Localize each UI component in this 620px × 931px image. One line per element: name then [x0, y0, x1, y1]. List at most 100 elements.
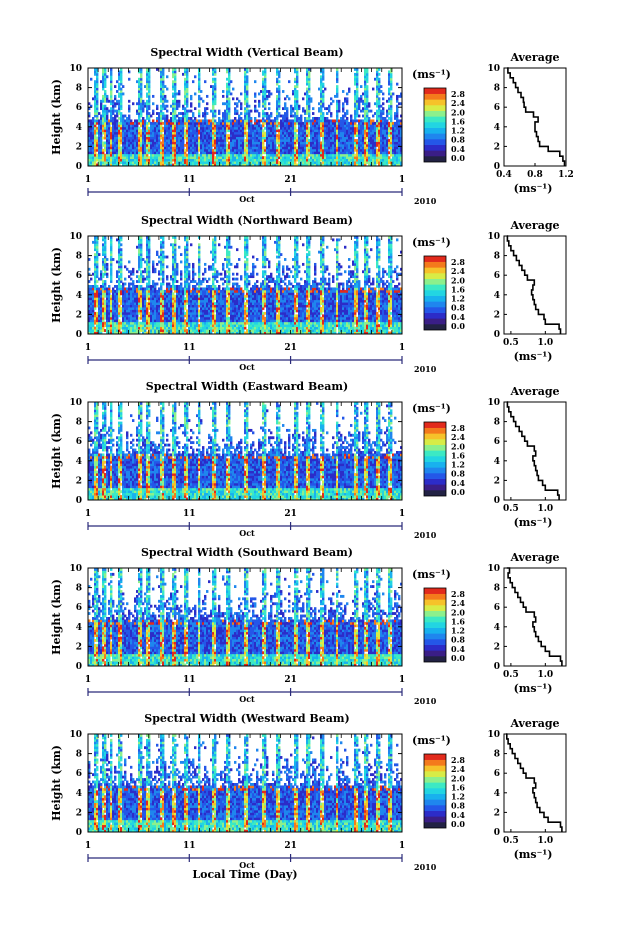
heatmap-cell: [400, 161, 403, 164]
heatmap-cell: [320, 148, 323, 152]
heatmap-cell: [142, 102, 145, 106]
heatmap-cell: [90, 292, 93, 296]
heatmap-cell: [376, 82, 379, 86]
heatmap-cell: [104, 240, 107, 244]
heatmap-cell: [258, 104, 261, 108]
heatmap-cell: [246, 158, 249, 162]
heatmap-cell: [96, 262, 99, 266]
heatmap-cell: [342, 126, 345, 130]
heatmap-cell: [232, 131, 235, 135]
heatmap-cell: [136, 314, 139, 318]
heatmap-cell: [348, 143, 351, 147]
heatmap-cell: [122, 302, 125, 305]
heatmap-cell: [348, 129, 351, 133]
heatmap-cell: [132, 287, 135, 291]
heatmap-cell: [102, 82, 105, 86]
heatmap-cell: [394, 121, 397, 125]
heatmap-cell: [112, 319, 115, 323]
heatmap-cell: [104, 262, 107, 266]
heatmap-cell: [246, 109, 249, 113]
heatmap-cell: [254, 117, 257, 120]
heatmap-cell: [106, 109, 109, 113]
heatmap-cell: [102, 158, 105, 162]
heatmap-cell: [260, 146, 263, 150]
heatmap-cell: [100, 131, 103, 135]
heatmap-cell: [158, 134, 161, 137]
heatmap-cell: [140, 253, 143, 256]
heatmap-cell: [164, 85, 167, 88]
heatmap-cell: [170, 134, 173, 137]
heatmap-cell: [226, 70, 229, 74]
heatmap-cell: [262, 129, 265, 133]
heatmap-cell: [400, 102, 403, 106]
heatmap-cell: [116, 275, 119, 279]
heatmap-cell: [330, 112, 333, 115]
heatmap-cell: [118, 77, 121, 81]
heatmap-cell: [334, 136, 337, 140]
heatmap-cell: [92, 289, 95, 293]
heatmap-cell: [206, 153, 209, 157]
heatmap-cell: [138, 82, 141, 86]
heatmap-cell: [104, 163, 107, 167]
heatmap-cell: [212, 94, 215, 98]
colorbar-swatch: [424, 110, 446, 117]
heatmap-cell: [282, 124, 285, 128]
heatmap-cell: [326, 124, 329, 128]
heatmap-cell: [210, 136, 213, 140]
heatmap-cell: [262, 124, 265, 128]
heatmap-cell: [182, 126, 185, 130]
heatmap-cell: [336, 156, 339, 160]
heatmap-cell: [108, 151, 111, 155]
heatmap-cell: [262, 80, 265, 84]
heatmap-cell: [128, 260, 131, 264]
panel-title: Spectral Width (Northward Beam): [141, 214, 353, 227]
heatmap-cell: [352, 124, 355, 128]
heatmap-cell: [400, 148, 403, 152]
heatmap-cell: [118, 309, 121, 313]
heatmap-cell: [158, 143, 161, 147]
heatmap-cell: [202, 146, 205, 150]
heatmap-cell: [228, 72, 231, 76]
heatmap-cell: [108, 329, 111, 332]
heatmap-cell: [196, 129, 199, 133]
heatmap-cell: [380, 124, 383, 128]
heatmap-cell: [140, 153, 143, 157]
heatmap-cell: [114, 307, 117, 310]
heatmap-cell: [222, 163, 225, 167]
heatmap-cell: [374, 134, 377, 137]
heatmap-cell: [266, 90, 269, 93]
heatmap-cell: [380, 161, 383, 164]
heatmap-cell: [242, 148, 245, 152]
heatmap-cell: [184, 124, 187, 128]
heatmap-cell: [330, 156, 333, 160]
heatmap-cell: [138, 134, 141, 137]
heatmap-cell: [268, 129, 271, 133]
heatmap-cell: [228, 151, 231, 155]
heatmap-cell: [246, 153, 249, 157]
heatmap-cell: [316, 129, 319, 133]
heatmap-cell: [94, 146, 97, 150]
heatmap-cell: [102, 121, 105, 125]
heatmap-cell: [306, 68, 309, 71]
heatmap-cell: [178, 158, 181, 162]
heatmap-cell: [138, 146, 141, 150]
heatmap-cell: [364, 148, 367, 152]
heatmap-cell: [162, 148, 165, 152]
heatmap-cell: [114, 85, 117, 88]
heatmap-cell: [320, 153, 323, 157]
heatmap-cell: [94, 277, 97, 281]
heatmap-cell: [224, 102, 227, 106]
heatmap-cell: [186, 109, 189, 113]
heatmap-cell: [106, 148, 109, 152]
heatmap-cell: [96, 80, 99, 84]
heatmap-cell: [264, 161, 267, 164]
heatmap-cell: [300, 134, 303, 137]
heatmap-cell: [150, 158, 153, 162]
heatmap-cell: [308, 153, 311, 157]
heatmap-cell: [322, 102, 325, 106]
heatmap-cell: [106, 304, 109, 308]
heatmap-cell: [260, 131, 263, 135]
heatmap-cell: [100, 126, 103, 130]
heatmap-cell: [174, 161, 177, 164]
heatmap-cell: [292, 124, 295, 128]
